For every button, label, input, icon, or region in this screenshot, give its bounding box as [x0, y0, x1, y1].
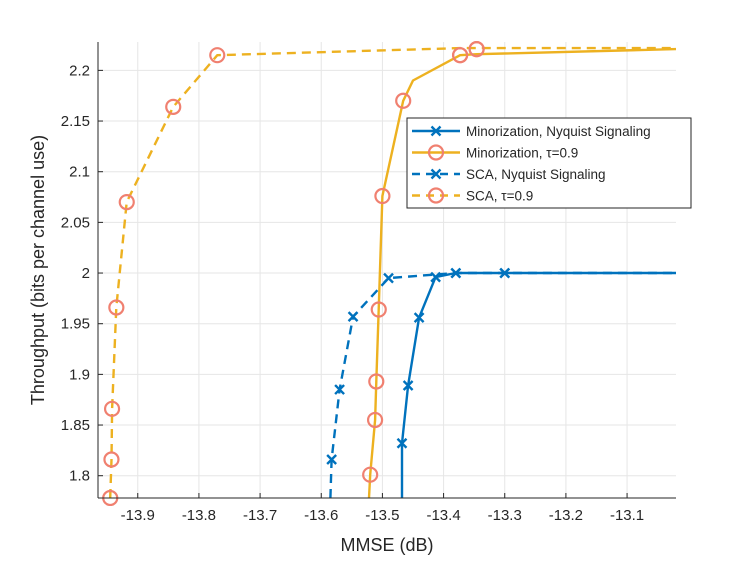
legend-box [406, 117, 692, 209]
y-tick-label: 2.1 [69, 164, 90, 181]
data-point-x-marker [334, 384, 345, 395]
data-point-circle-marker [108, 299, 125, 316]
data-point-x-marker [499, 267, 511, 279]
x-tick-label: -13.5 [365, 507, 399, 524]
x-axis-title: MMSE (dB) [340, 535, 433, 555]
legend-label-1: Minorization, τ=0.9 [466, 146, 578, 161]
data-point-x-marker [450, 267, 462, 279]
data-point-x-marker [326, 454, 337, 465]
series-line [400, 271, 676, 498]
series-line [329, 271, 676, 499]
data-point-circle-marker [427, 144, 445, 161]
x-tick-label: -13.8 [182, 507, 216, 524]
plot-background [98, 42, 676, 498]
data-point-x-marker [396, 437, 408, 449]
data-point-x-marker [430, 125, 442, 137]
data-point-circle-marker [209, 47, 226, 64]
y-tick-label: 1.95 [61, 316, 90, 333]
legend: Minorization, Nyquist Signaling Minorizat… [406, 117, 692, 209]
legend-label-0: Minorization, Nyquist Signaling [466, 124, 651, 139]
y-tick-label: 1.9 [69, 366, 90, 383]
data-point-circle-marker [362, 466, 379, 483]
data-point-circle-marker [165, 98, 182, 115]
x-tick-label: -13.1 [610, 507, 644, 524]
y-tick-label: 2.15 [61, 113, 90, 130]
data-point-circle-marker [366, 411, 384, 429]
data-point-circle-marker [368, 373, 385, 390]
data-point-circle-marker [103, 400, 121, 417]
x-tick-label: -13.9 [121, 507, 155, 524]
data-point-circle-marker [118, 194, 135, 211]
x-tick-label: -13.6 [304, 507, 338, 524]
x-tick-label: -13.4 [426, 507, 460, 524]
axes [97, 42, 676, 499]
y-tick-label: 2.2 [69, 62, 90, 79]
y-axis-title: Throughput (bits per channel use) [28, 135, 48, 405]
data-point-circle-marker [468, 40, 485, 58]
y-tick-label: 1.8 [69, 468, 90, 485]
data-point-circle-marker [427, 187, 445, 204]
data-point-x-marker [430, 168, 442, 180]
x-tick-label: -13.2 [549, 507, 583, 524]
data-point-circle-marker [395, 92, 412, 109]
series-1 [362, 40, 677, 499]
ticks: -13.9 -13.8 -13.7 -13.6 -13.5 -13.4 -13.3 -13.2… [61, 62, 644, 524]
data-point-circle-marker [370, 301, 387, 318]
data-point-circle-marker [103, 451, 120, 468]
y-tick-label: 2.05 [61, 214, 90, 231]
y-tick-label: 2 [82, 265, 90, 282]
data-point-x-marker [430, 271, 441, 283]
x-tick-label: -13.3 [488, 507, 522, 524]
data-point-x-marker [402, 380, 414, 391]
data-point-circle-marker [374, 187, 391, 205]
data-point-x-marker [413, 312, 425, 323]
x-tick-label: -13.7 [243, 507, 277, 524]
data-point-x-marker [383, 272, 394, 284]
series-0 [396, 267, 676, 498]
data-point-x-marker [347, 311, 359, 322]
legend-label-3: SCA, τ=0.9 [466, 189, 533, 204]
series-line [367, 47, 677, 499]
legend-label-2: SCA, Nyquist Signaling [466, 167, 606, 182]
series-layer [102, 40, 677, 506]
data-point-circle-marker [451, 47, 469, 64]
series-line [109, 46, 676, 499]
y-tick-label: 1.85 [61, 417, 90, 434]
